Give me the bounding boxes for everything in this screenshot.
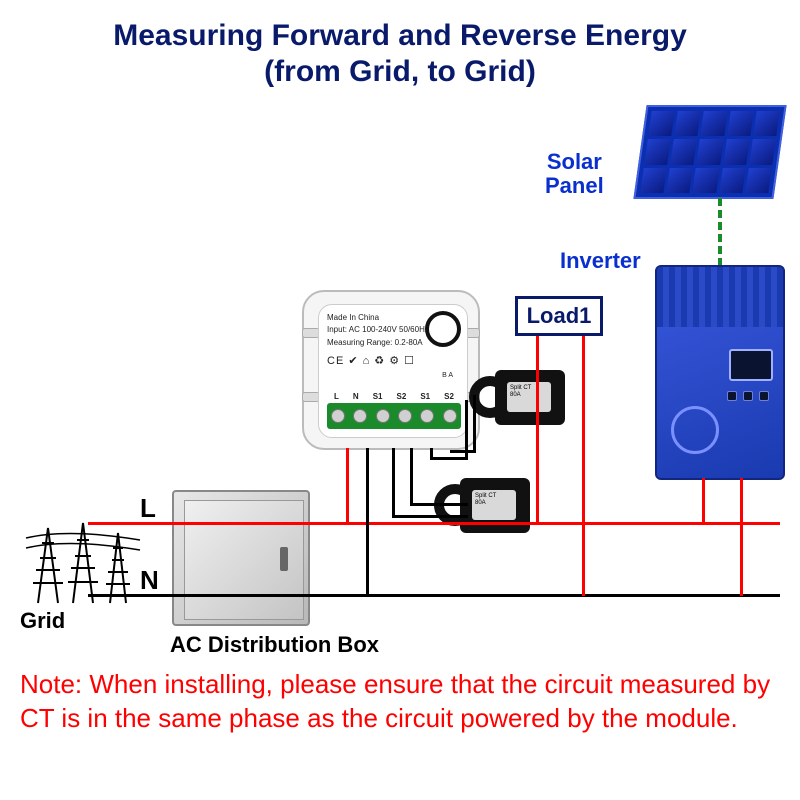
- warning-note: Note: When installing, please ensure tha…: [20, 668, 780, 736]
- wire-grid-N: [88, 594, 184, 597]
- wire-module-N: [366, 448, 369, 596]
- module-cert-icons: CE ✔ ⌂ ♻ ⚙ ☐: [327, 354, 459, 367]
- terminal-labels: LNS1S2S1S2: [327, 392, 461, 401]
- load1-box: Load1: [515, 296, 603, 336]
- wire-module-L: [346, 448, 349, 524]
- title-line1: Measuring Forward and Reverse Energy: [113, 19, 687, 52]
- wire-ct2-a: [392, 448, 395, 518]
- wire-load-a: [536, 336, 539, 524]
- module-button-icon: [425, 311, 461, 347]
- wire-ct1-f: [473, 395, 476, 453]
- acbox-label: AC Distribution Box: [170, 632, 379, 658]
- wire-load-b: [582, 336, 585, 596]
- solar-label: Solar Panel: [545, 150, 604, 198]
- wire-main-L: [180, 522, 780, 525]
- wire-ct1-b: [430, 457, 468, 460]
- wire-inverter-a: [702, 478, 705, 525]
- ac-distribution-box-icon: [172, 490, 310, 626]
- wire-ct2-d: [410, 503, 468, 506]
- inverter-label: Inverter: [560, 248, 641, 274]
- module-ab: B A: [327, 371, 459, 380]
- wire-inverter-b: [740, 478, 743, 596]
- inverter-icon: [655, 265, 785, 480]
- wire-main-N: [180, 594, 780, 597]
- energy-meter-module: Made In China Input: AC 100-240V 50/60Hz…: [302, 290, 480, 450]
- title-line2: (from Grid, to Grid): [264, 55, 536, 88]
- wire-ct2-c: [410, 448, 413, 506]
- solar-to-inverter-wire: [718, 198, 722, 266]
- solar-panel-icon: [633, 105, 786, 199]
- terminal-strip: [327, 403, 461, 429]
- ct-clamp-1: Split CT 80A: [495, 370, 565, 425]
- grid-label: Grid: [20, 608, 65, 634]
- diagram-title: Measuring Forward and Reverse Energy (fr…: [0, 18, 800, 90]
- wire-ct2-b: [392, 515, 468, 518]
- wire-grid-L: [88, 522, 184, 525]
